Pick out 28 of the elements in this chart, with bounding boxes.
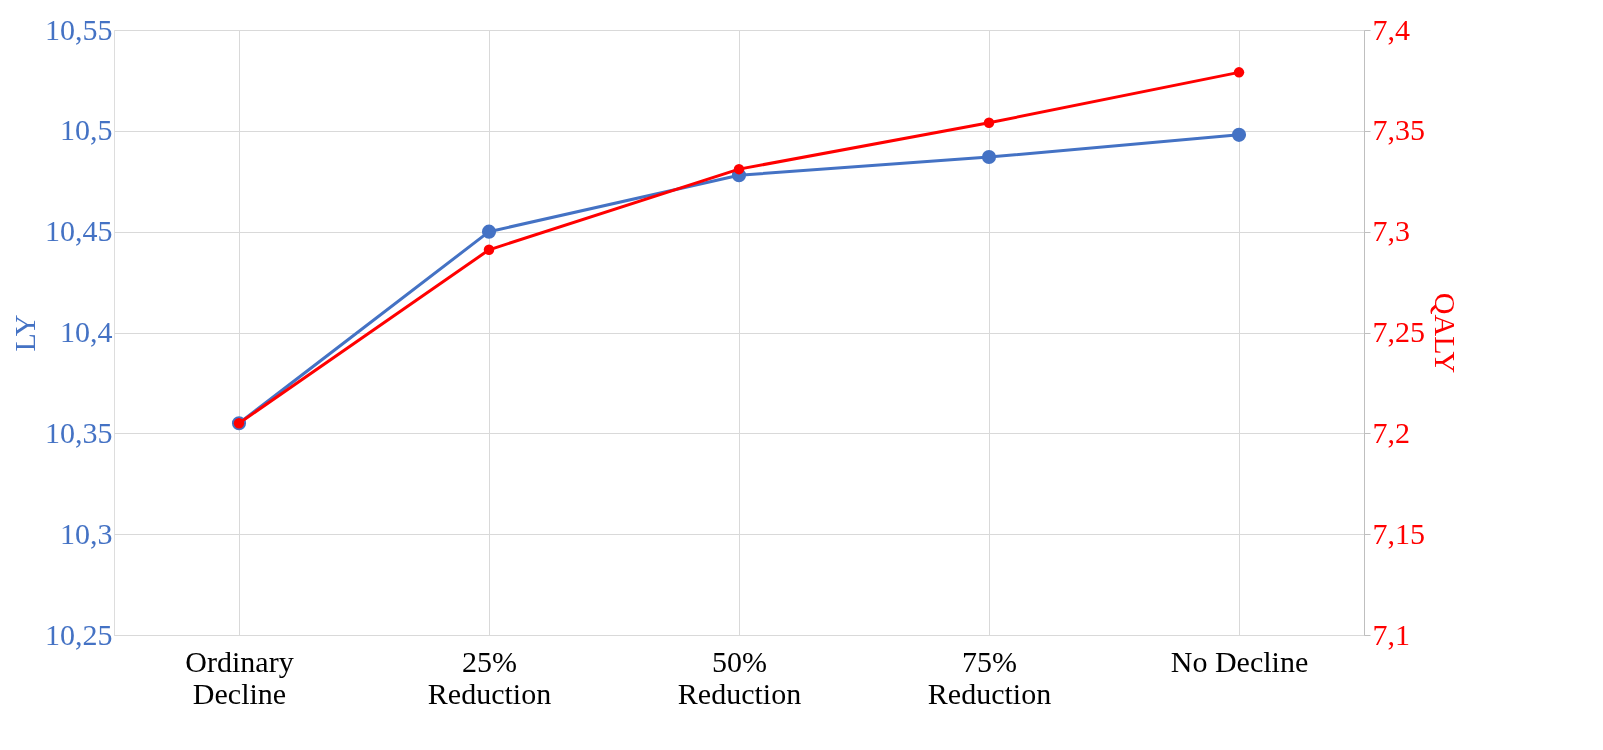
x-tick-label: Ordinary Decline	[185, 644, 294, 710]
y-tick-label: 10,45	[45, 214, 113, 248]
x-tick-label: 25% Reduction	[427, 644, 552, 710]
y-tick-label: 10,35	[45, 415, 113, 449]
point	[733, 163, 745, 175]
y2-tick-label: 7,2	[1372, 415, 1410, 449]
x-tick-label: No Decline	[1170, 644, 1309, 678]
point	[483, 244, 495, 256]
y2-tick-label: 7,1	[1372, 617, 1410, 651]
x-tick-label: 50% Reduction	[677, 644, 802, 710]
y-tick-label: 10,55	[45, 12, 113, 46]
x-tick-label: 75% Reduction	[927, 644, 1052, 710]
y-tick-label: 10,5	[60, 113, 113, 147]
y2-tick-label: 7,4	[1372, 12, 1410, 46]
y2-tick-label: 7,15	[1372, 516, 1425, 550]
point	[481, 224, 497, 239]
y-axis-title: LY	[8, 314, 41, 352]
y-tick-label: 10,25	[45, 617, 113, 651]
y2-tick-label: 7,35	[1372, 113, 1425, 147]
point	[1231, 127, 1247, 142]
point	[983, 117, 995, 128]
y2-axis-title: QALY	[1429, 292, 1462, 374]
y2-tick-label: 7,25	[1372, 315, 1425, 348]
y-tick-label: 10,3	[60, 516, 113, 550]
point	[1233, 67, 1245, 78]
y-tick-label: 10,4	[60, 315, 113, 348]
y2-tick-label: 7,3	[1372, 214, 1410, 248]
point	[981, 149, 997, 165]
